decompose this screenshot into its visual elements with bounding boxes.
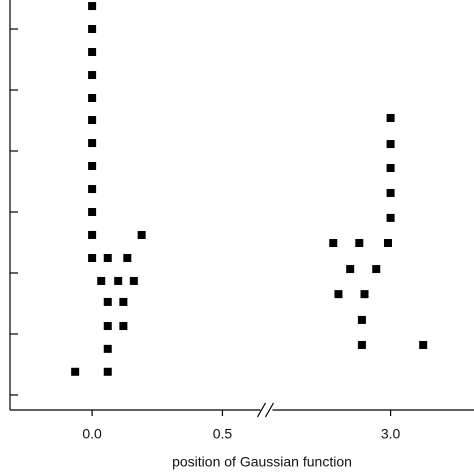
point [88,2,97,11]
point [119,297,128,306]
x-axis-label: position of Gaussian function [172,454,352,470]
point [88,207,97,216]
x-tick-label: 0.0 [82,426,102,442]
point [386,213,395,222]
point [360,290,369,299]
point [123,254,132,263]
point [129,276,138,285]
point [386,164,395,173]
point [88,93,97,102]
point [88,71,97,80]
point [88,47,97,56]
point [119,322,128,331]
point [357,340,366,349]
point [88,139,97,148]
axis-break [256,402,266,418]
point [137,230,146,239]
point [103,322,112,331]
point [329,239,338,248]
point [334,290,343,299]
point [103,297,112,306]
point [114,276,123,285]
point [357,315,366,324]
point [88,25,97,34]
point [103,367,112,376]
x-tick-label: 3.0 [381,426,401,442]
point [103,344,112,353]
point [88,254,97,263]
point [419,340,428,349]
point [386,140,395,149]
point [355,239,364,248]
point [88,230,97,239]
point [383,239,392,248]
point [386,188,395,197]
point [97,276,106,285]
x-tick-label: 0.5 [213,426,233,442]
point [88,185,97,194]
point [71,367,80,376]
point [386,113,395,122]
point [346,265,355,274]
point [103,254,112,263]
point [372,265,381,274]
point [88,161,97,170]
point [88,116,97,125]
axis-break [264,402,274,418]
